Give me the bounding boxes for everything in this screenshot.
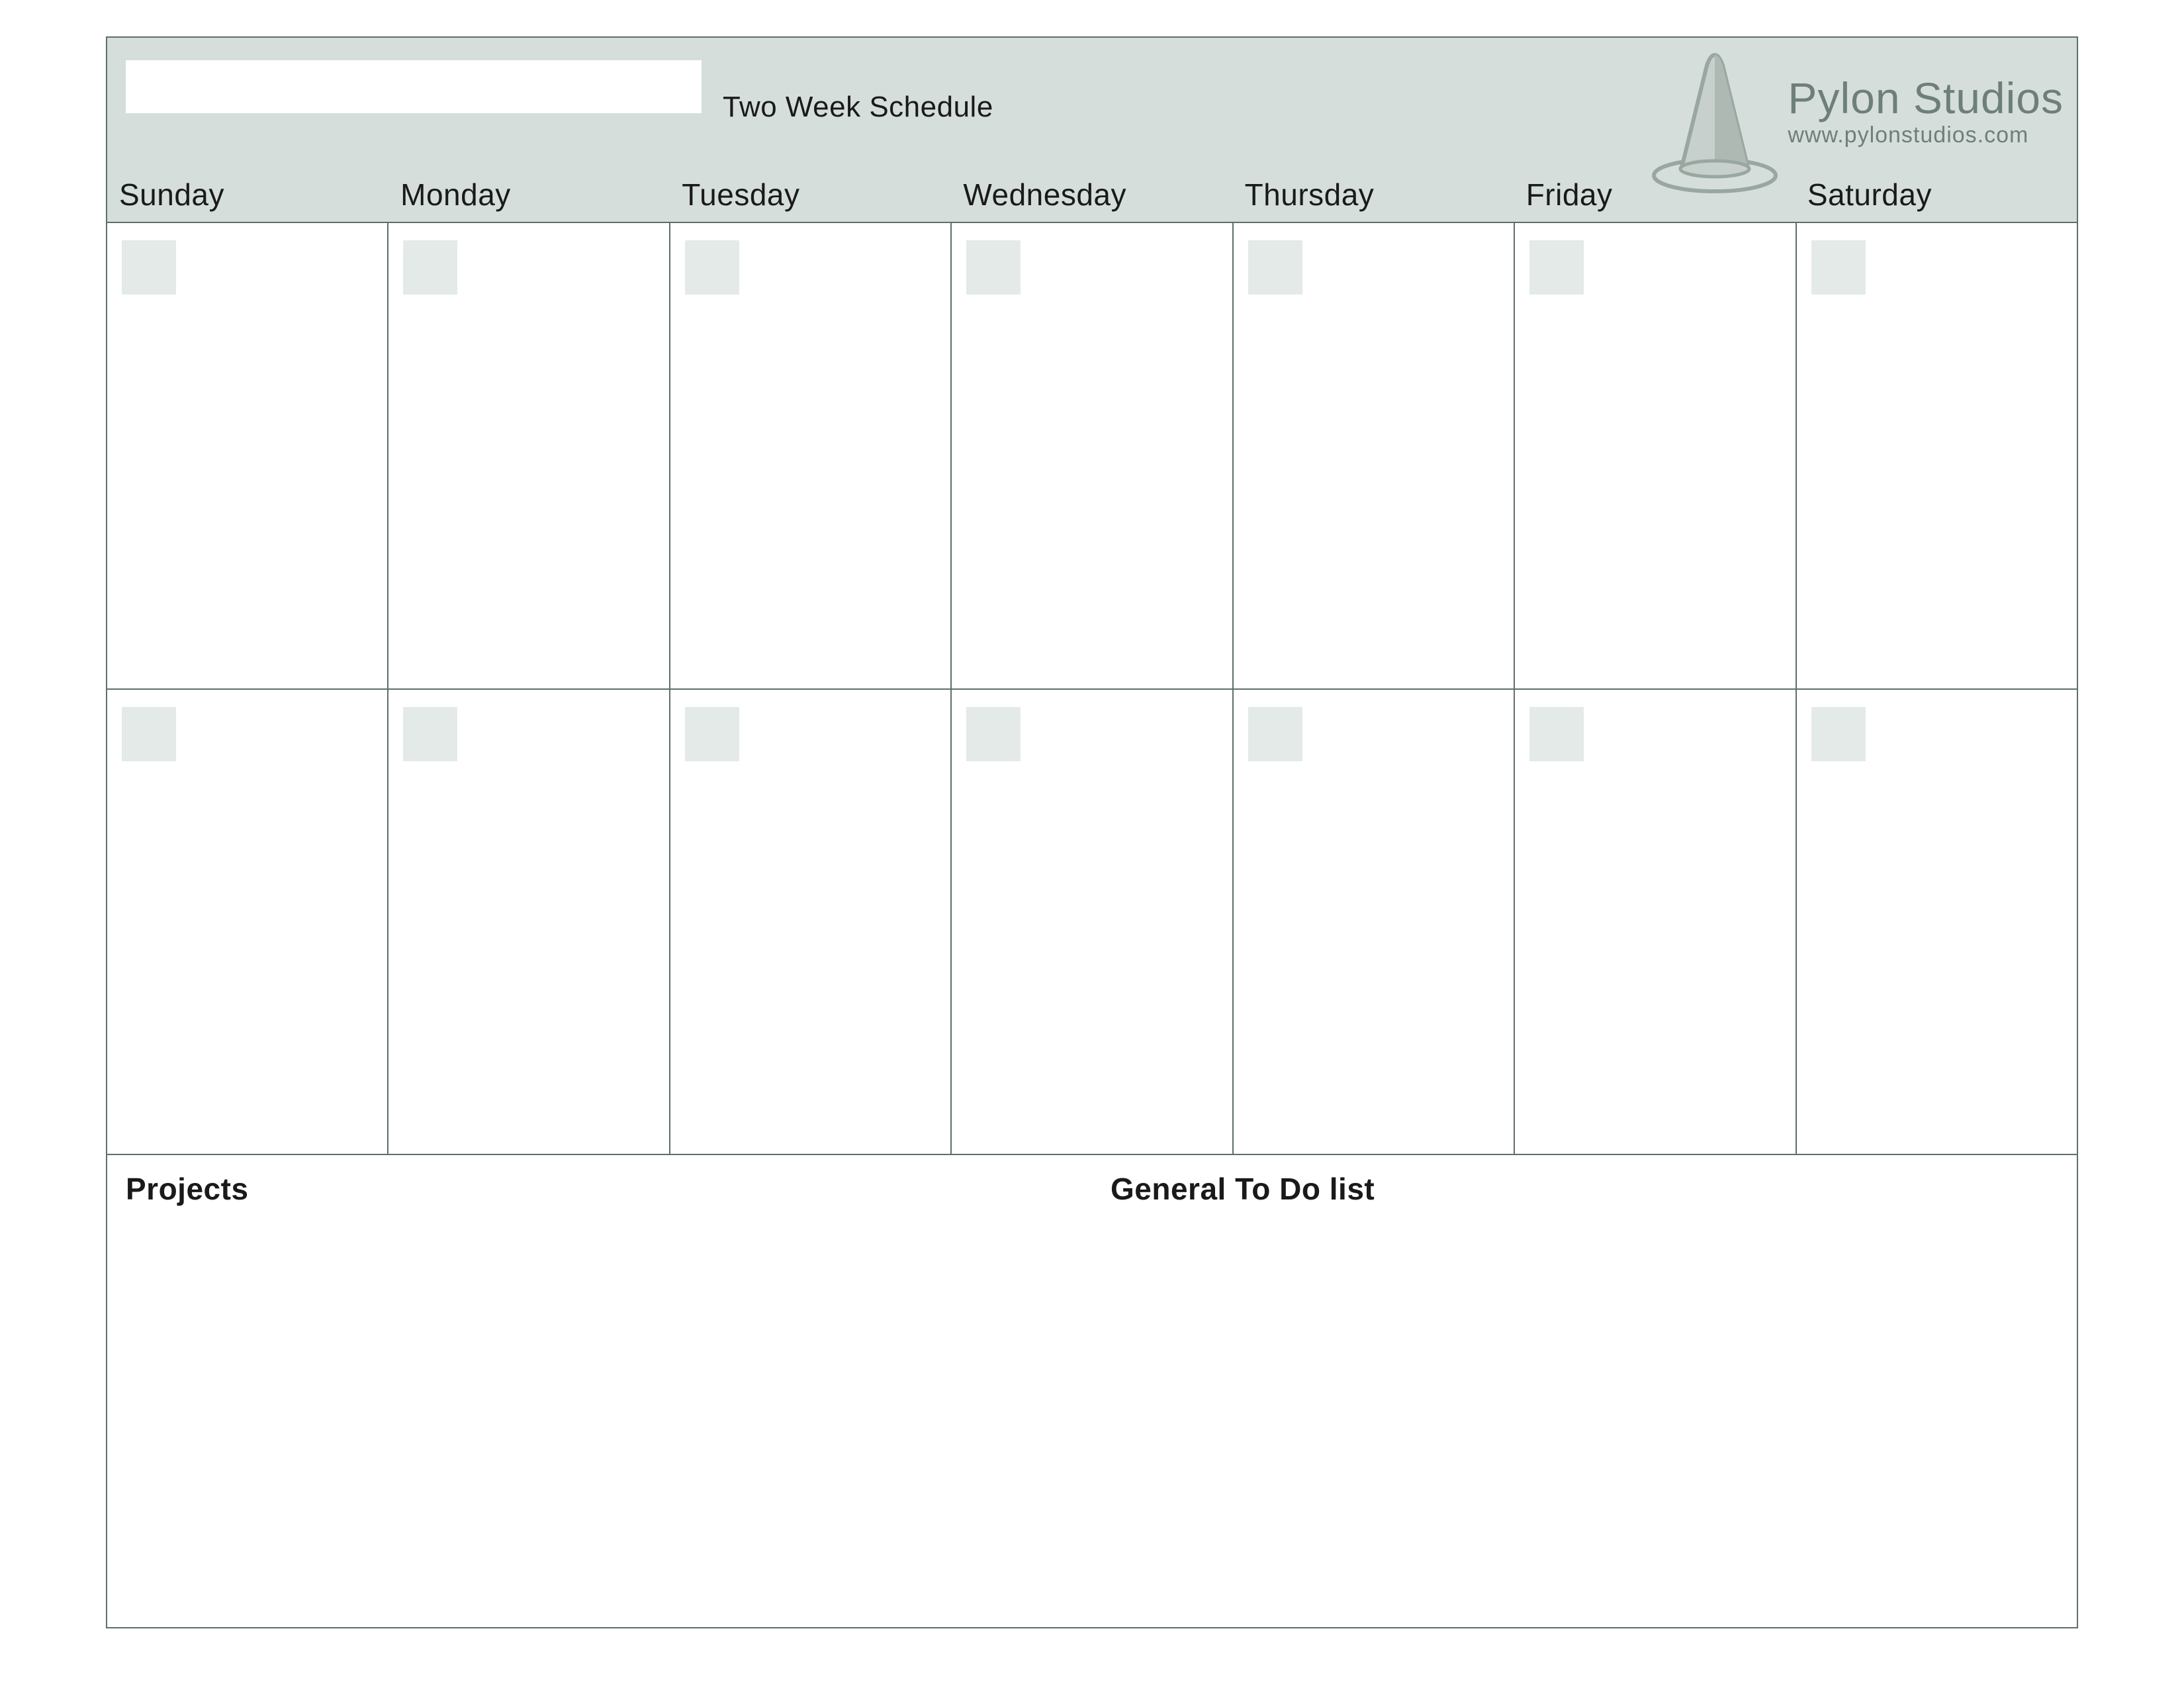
date-number-box[interactable]: [403, 707, 457, 761]
date-number-box[interactable]: [966, 707, 1021, 761]
date-number-box[interactable]: [1529, 707, 1584, 761]
brand-block: Pylon Studios www.pylonstudios.com: [1649, 43, 2064, 195]
header-band: Two Week Schedule Pylon Studios www.pylo…: [106, 36, 2078, 222]
day-header: Monday: [388, 177, 670, 212]
header-top: Two Week Schedule Pylon Studios www.pylo…: [107, 38, 2077, 144]
day-header: Thursday: [1233, 177, 1514, 212]
schedule-sheet: Two Week Schedule Pylon Studios www.pylo…: [106, 36, 2078, 1628]
day-header: Wednesday: [951, 177, 1232, 212]
date-number-box[interactable]: [122, 707, 176, 761]
brand-name: Pylon Studios: [1788, 76, 2064, 120]
day-cell[interactable]: [388, 688, 670, 1155]
date-number-box[interactable]: [1248, 240, 1302, 295]
date-number-box[interactable]: [685, 707, 739, 761]
bottom-panel: Projects General To Do list: [106, 1155, 2078, 1628]
date-number-box[interactable]: [1811, 707, 1866, 761]
day-cell[interactable]: [1515, 222, 1796, 688]
pylon-cone-icon: [1649, 43, 1781, 195]
calendar-grid: [106, 222, 2078, 1155]
date-number-box[interactable]: [966, 240, 1021, 295]
day-cell[interactable]: [1797, 222, 2078, 688]
date-number-box[interactable]: [1248, 707, 1302, 761]
day-cell[interactable]: [388, 222, 670, 688]
day-cell[interactable]: [952, 688, 1233, 1155]
date-number-box[interactable]: [403, 240, 457, 295]
day-header: Tuesday: [670, 177, 951, 212]
day-cell[interactable]: [1515, 688, 1796, 1155]
brand-url: www.pylonstudios.com: [1788, 122, 2064, 148]
brand-text: Pylon Studios www.pylonstudios.com: [1788, 76, 2064, 148]
projects-label: Projects: [126, 1171, 1073, 1207]
todo-section[interactable]: General To Do list: [1092, 1155, 2077, 1627]
projects-section[interactable]: Projects: [107, 1155, 1092, 1627]
date-number-box[interactable]: [685, 240, 739, 295]
day-cell[interactable]: [107, 222, 388, 688]
day-cell[interactable]: [670, 688, 952, 1155]
day-cell[interactable]: [1234, 222, 1515, 688]
date-number-box[interactable]: [122, 240, 176, 295]
day-cell[interactable]: [1797, 688, 2078, 1155]
title-input[interactable]: [126, 60, 702, 113]
title-label: Two Week Schedule: [723, 91, 993, 124]
date-number-box[interactable]: [1811, 240, 1866, 295]
day-header: Sunday: [107, 177, 388, 212]
date-number-box[interactable]: [1529, 240, 1584, 295]
day-cell[interactable]: [952, 222, 1233, 688]
todo-label: General To Do list: [1111, 1171, 2058, 1207]
page: Two Week Schedule Pylon Studios www.pylo…: [0, 0, 2184, 1688]
day-cell[interactable]: [107, 688, 388, 1155]
day-cell[interactable]: [1234, 688, 1515, 1155]
day-cell[interactable]: [670, 222, 952, 688]
